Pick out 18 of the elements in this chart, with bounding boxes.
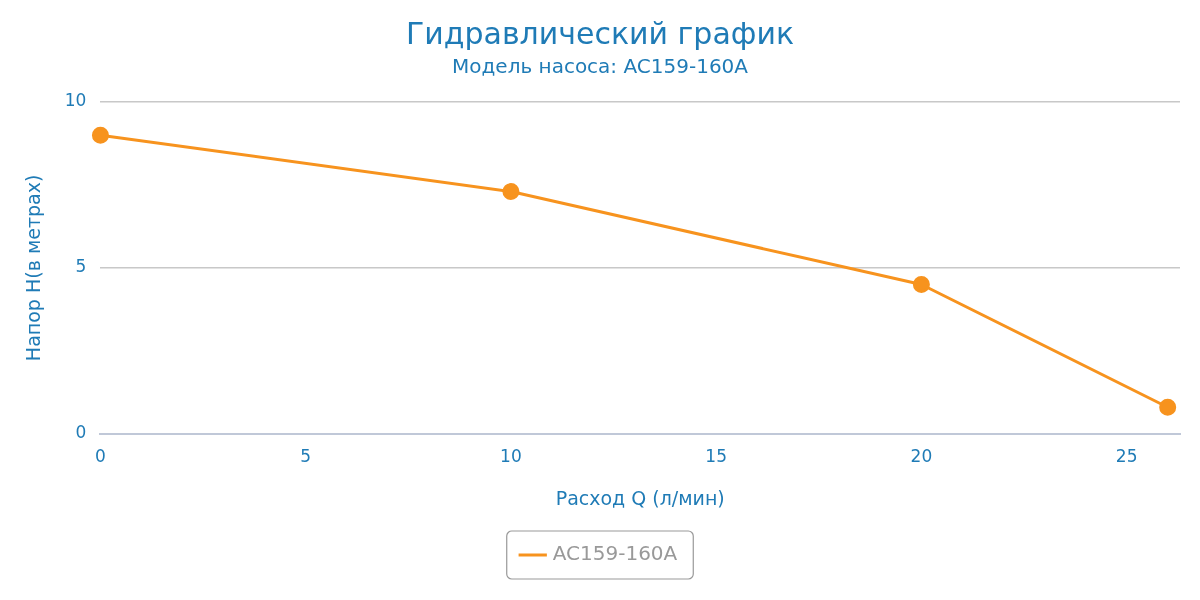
x-tick-label: 5 <box>300 446 312 467</box>
legend-label: AC159-160A <box>552 541 678 566</box>
y-tick-label: 5 <box>75 256 87 277</box>
point <box>912 275 930 293</box>
x-tick-label: 0 <box>95 446 106 467</box>
x-tick-label: 10 <box>500 446 522 467</box>
point <box>502 183 520 201</box>
x-axis-title: Расход Q (л/мин) <box>555 486 725 509</box>
chart-title: Гидравлический график <box>405 15 795 51</box>
point <box>91 126 109 144</box>
chart-subtitle: Модель насоса: AC159-160A <box>451 54 749 79</box>
y-axis-title: Напор H(в метрах) <box>22 174 45 362</box>
x-tick-label: 15 <box>705 446 727 467</box>
x-tick-label: 25 <box>1115 446 1138 467</box>
x-tick-label: 20 <box>910 446 933 467</box>
y-tick-label: 10 <box>64 90 87 111</box>
point <box>1159 398 1177 416</box>
y-tick-label: 0 <box>75 422 87 443</box>
